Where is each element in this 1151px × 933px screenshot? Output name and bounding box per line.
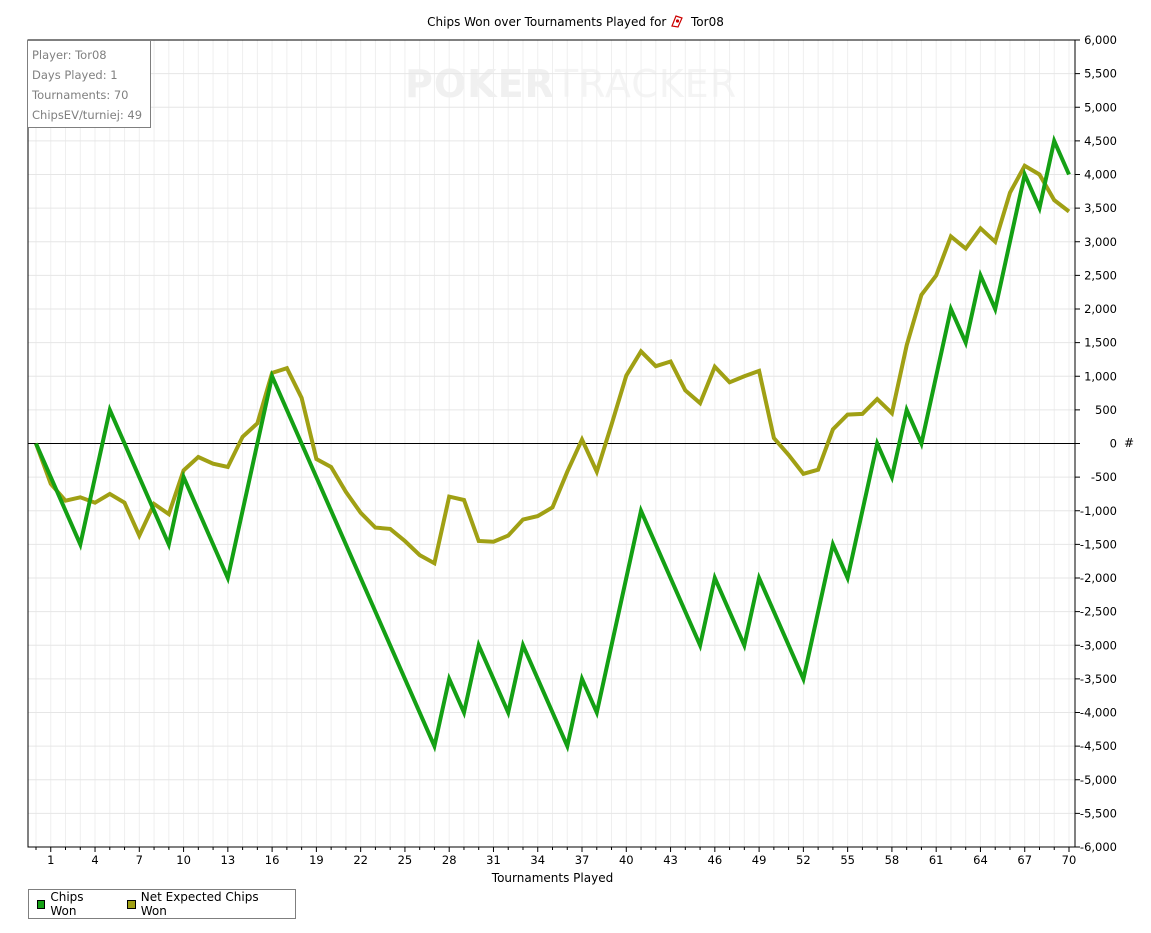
watermark-bold: POKER bbox=[405, 62, 555, 106]
x-axis-label: Tournaments Played bbox=[491, 871, 614, 885]
legend-label-net-expected: Net Expected Chips Won bbox=[140, 890, 259, 918]
x-tick-label: 67 bbox=[1017, 853, 1032, 867]
legend-label-chips-won: Chips Won bbox=[50, 890, 84, 918]
y-tick-label: -3,000 bbox=[1080, 638, 1117, 652]
x-tick-label: 22 bbox=[353, 853, 368, 867]
pokertracker-watermark: POKERTRACKER bbox=[405, 62, 737, 106]
info-player: Player: Tor08 bbox=[32, 48, 107, 62]
x-tick-label: 43 bbox=[663, 853, 678, 867]
x-tick-label: 55 bbox=[840, 853, 855, 867]
x-tick-label: 34 bbox=[530, 853, 545, 867]
y-tick-label: 2,000 bbox=[1084, 302, 1117, 316]
x-tick-label: 4 bbox=[91, 853, 98, 867]
x-tick-label: 64 bbox=[973, 853, 988, 867]
y-tick-label: -5,000 bbox=[1080, 773, 1117, 787]
legend: Chips Won Net Expected Chips Won bbox=[28, 889, 296, 919]
x-tick-label: 52 bbox=[796, 853, 811, 867]
y-tick-label: 1,000 bbox=[1084, 369, 1117, 383]
y-tick-label: -6,000 bbox=[1080, 840, 1117, 854]
legend-swatch-net-expected bbox=[127, 899, 136, 909]
x-tick-label: 46 bbox=[708, 853, 723, 867]
y-tick-label: -500 bbox=[1091, 470, 1117, 484]
x-tick-label: 7 bbox=[136, 853, 143, 867]
y-tick-label: 2,500 bbox=[1084, 268, 1117, 282]
legend-item-net-expected[interactable]: Net Expected Chips Won bbox=[127, 890, 275, 918]
y-tick-label: 1,500 bbox=[1084, 336, 1117, 350]
x-tick-label: 19 bbox=[309, 853, 324, 867]
y-tick-label: 3,000 bbox=[1084, 235, 1117, 249]
y-tick-label: 6,000 bbox=[1084, 33, 1117, 47]
y-tick-label: 4,500 bbox=[1084, 134, 1117, 148]
x-tick-label: 13 bbox=[221, 853, 236, 867]
chart-title: Chips Won over Tournaments Played for To… bbox=[0, 14, 1151, 29]
x-tick-label: 40 bbox=[619, 853, 634, 867]
y-tick-label: 5,000 bbox=[1084, 100, 1117, 114]
y-tick-label: 4,000 bbox=[1084, 168, 1117, 182]
pokertracker-player-icon bbox=[671, 15, 684, 28]
y-tick-label: 5,500 bbox=[1084, 67, 1117, 81]
y-tick-label: -4,500 bbox=[1080, 739, 1117, 753]
y-tick-label: 0 bbox=[1110, 437, 1117, 451]
y-tick-label: -4,000 bbox=[1080, 706, 1117, 720]
x-tick-label: 10 bbox=[176, 853, 191, 867]
x-tick-label: 61 bbox=[929, 853, 944, 867]
x-tick-label: 58 bbox=[885, 853, 900, 867]
y-axis-label: # bbox=[1124, 436, 1135, 450]
y-tick-label: 500 bbox=[1095, 403, 1117, 417]
y-tick-label: -1,500 bbox=[1080, 537, 1117, 551]
x-tick-label: 25 bbox=[398, 853, 413, 867]
legend-swatch-chips-won bbox=[37, 899, 46, 909]
info-chips-ev: ChipsEV/turniej: 49 bbox=[32, 108, 143, 122]
chart-title-player: Tor08 bbox=[691, 15, 724, 29]
info-days-played: Days Played: 1 bbox=[32, 68, 118, 82]
y-tick-label: -3,500 bbox=[1080, 672, 1117, 686]
x-tick-label: 70 bbox=[1062, 853, 1077, 867]
info-tournaments: Tournaments: 70 bbox=[32, 88, 129, 102]
y-tick-label: -5,500 bbox=[1080, 806, 1117, 820]
x-tick-label: 37 bbox=[575, 853, 590, 867]
y-tick-label: -2,000 bbox=[1080, 571, 1117, 585]
x-tick-label: 49 bbox=[752, 853, 767, 867]
y-tick-label: 3,500 bbox=[1084, 201, 1117, 215]
series-line-chips-won bbox=[34, 134, 1071, 753]
chart-title-prefix: Chips Won over Tournaments Played for bbox=[427, 15, 667, 29]
legend-item-chips-won[interactable]: Chips Won bbox=[37, 890, 107, 918]
x-tick-label: 1 bbox=[47, 853, 54, 867]
x-tick-label: 16 bbox=[265, 853, 280, 867]
watermark-light: TRACKER bbox=[554, 62, 738, 106]
player-info-box: Player: Tor08 Days Played: 1 Tournaments… bbox=[27, 40, 151, 128]
y-tick-label: -2,500 bbox=[1080, 605, 1117, 619]
x-tick-label: 31 bbox=[486, 853, 501, 867]
x-tick-label: 28 bbox=[442, 853, 457, 867]
y-tick-label: -1,000 bbox=[1080, 504, 1117, 518]
series-line-net-expected bbox=[34, 163, 1071, 567]
